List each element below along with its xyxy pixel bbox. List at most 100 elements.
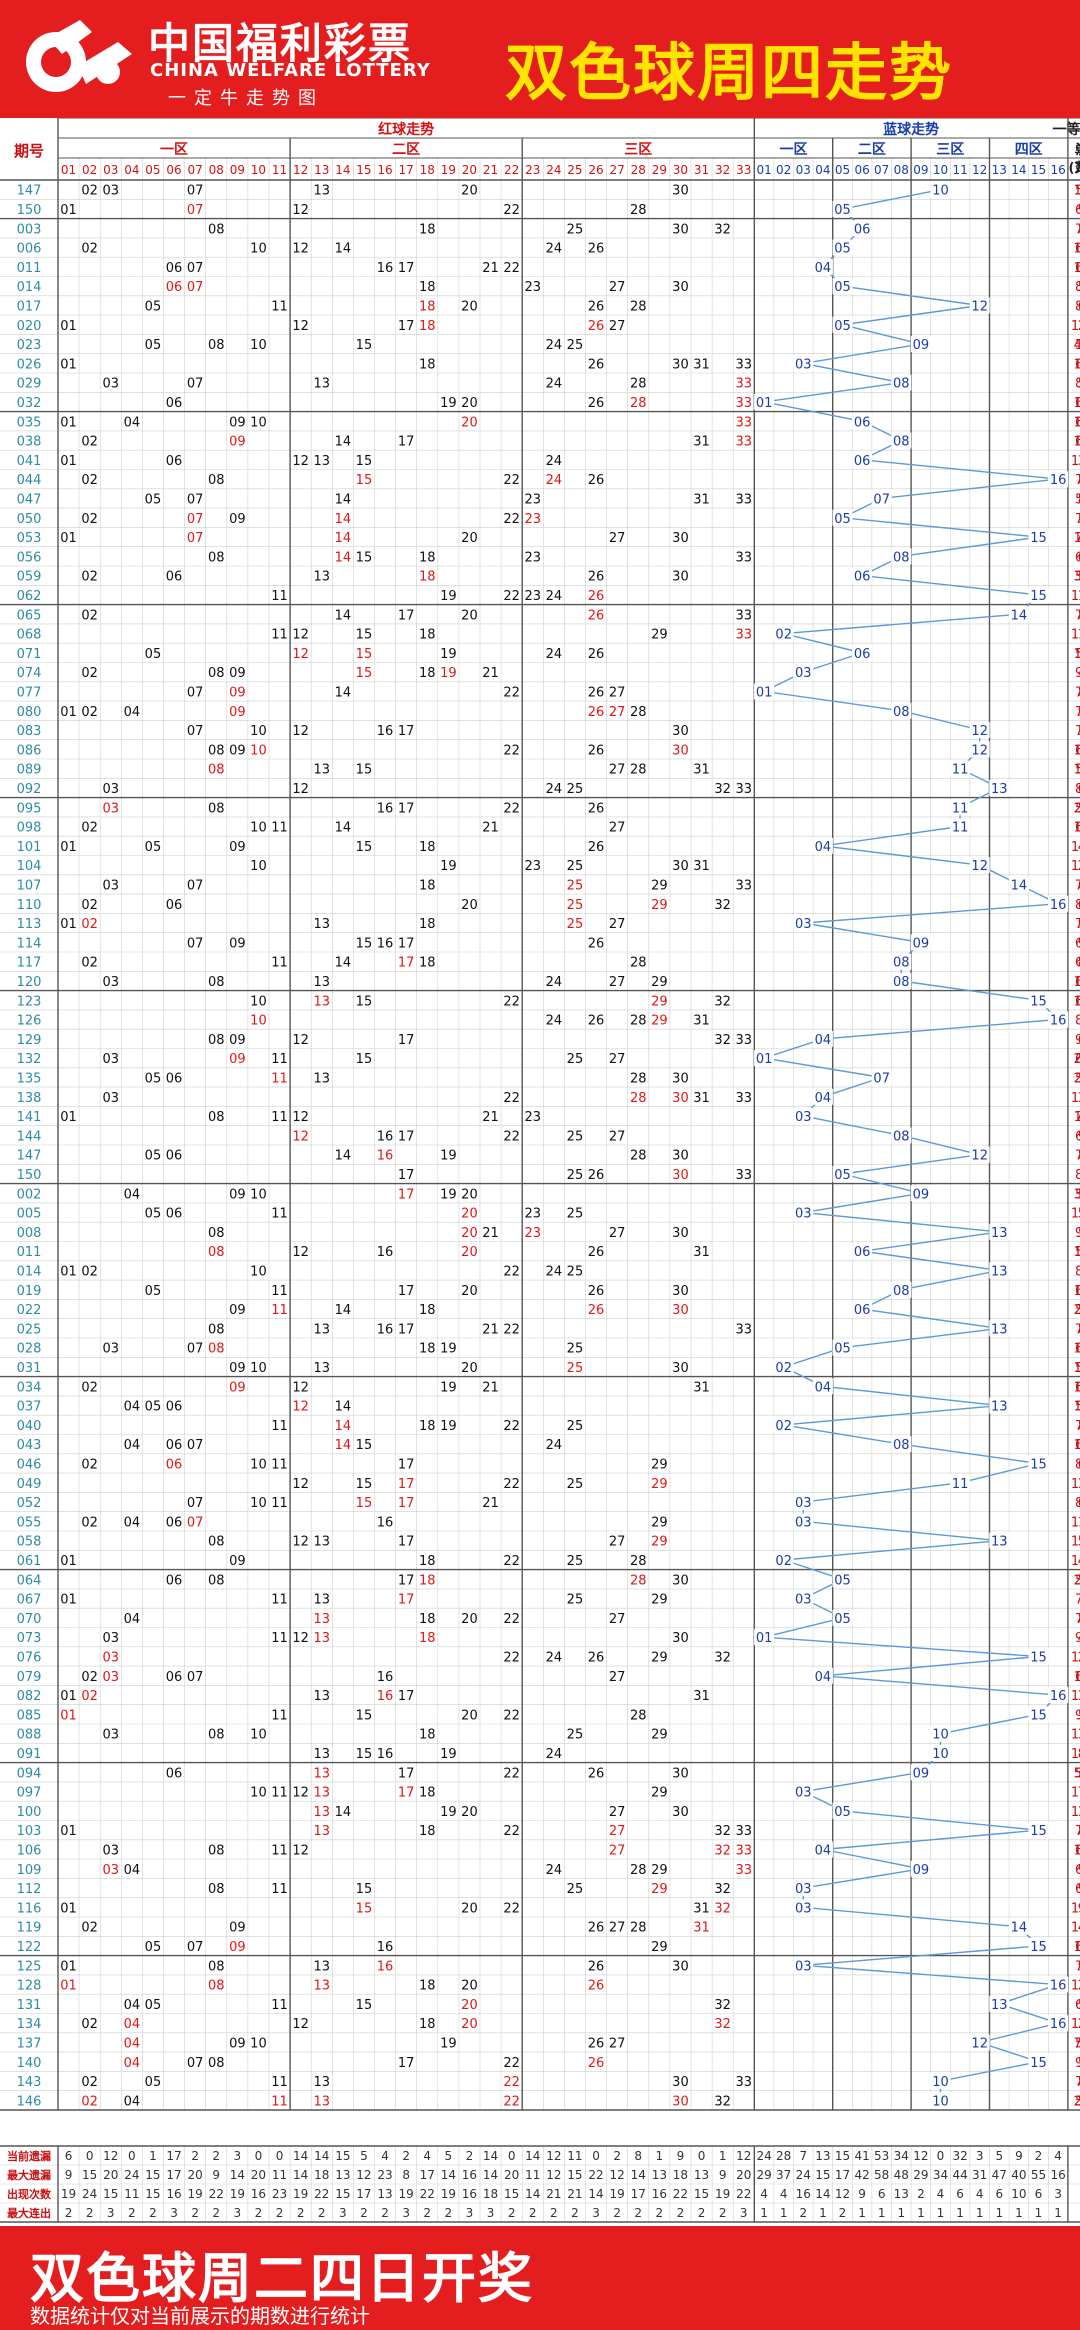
red-ball-number: 24 xyxy=(546,338,563,353)
stat-red-value: 3 xyxy=(234,2149,242,2163)
red-ball-number: 25 xyxy=(567,222,584,237)
blue-ball-bg xyxy=(852,1301,873,1318)
red-ball-number: 29 xyxy=(651,1786,668,1801)
blue-ball-number: 07 xyxy=(873,1071,890,1086)
draw-issue: 006 xyxy=(17,242,42,257)
stat-red-value: 3 xyxy=(402,2206,410,2220)
red-ball-number: 17 xyxy=(398,956,415,971)
prize-amount: 1000 xyxy=(1071,1979,1080,1994)
stat-red-value: 3 xyxy=(170,2206,178,2220)
blue-ball-bg xyxy=(852,644,873,661)
blue-ball-number: 15 xyxy=(1030,2056,1047,2071)
draw-issue: 046 xyxy=(17,1457,42,1472)
stat-red-value: 16 xyxy=(652,2187,667,2201)
red-number-header: 13 xyxy=(314,163,329,177)
prize-count: 5 xyxy=(1078,1708,1080,1723)
stat-blue-value: 6 xyxy=(1035,2187,1043,2201)
prize-count: 2 xyxy=(1078,859,1080,874)
blue-ball-bg xyxy=(793,355,814,372)
blue-ball-number: 15 xyxy=(1030,1708,1047,1723)
prize-count: 30 xyxy=(1074,1187,1080,1202)
red-ball-number: 13 xyxy=(313,377,330,392)
blue-ball-bg xyxy=(989,779,1010,796)
blue-ball-number: 16 xyxy=(1050,1979,1067,1994)
blue-ball-bg xyxy=(950,799,971,816)
prize-amount: 807 xyxy=(1075,1168,1080,1183)
prize-count: 4 xyxy=(1078,1554,1080,1569)
red-ball-number: 03 xyxy=(102,1863,119,1878)
blue-ball-bg xyxy=(891,548,912,565)
red-ball-number: 20 xyxy=(461,1708,478,1723)
red-ball-number: 15 xyxy=(356,628,373,643)
red-ball-number: 28 xyxy=(630,1091,647,1106)
prize-count: 9 xyxy=(1078,203,1080,218)
stat-blue-value: 7 xyxy=(799,2149,807,2163)
blue-ball-number: 05 xyxy=(834,203,851,218)
draw-issue: 034 xyxy=(17,1380,42,1395)
red-ball-number: 32 xyxy=(714,1998,731,2013)
red-ball-number: 21 xyxy=(482,666,499,681)
red-ball-number: 09 xyxy=(229,1921,246,1936)
red-ball-number: 08 xyxy=(208,550,225,565)
red-ball-number: 12 xyxy=(292,628,309,643)
blue-ball-number: 03 xyxy=(795,917,812,932)
red-ball-number: 22 xyxy=(503,685,520,700)
red-ball-number: 07 xyxy=(187,1515,204,1530)
blue-ball-number: 02 xyxy=(775,1554,792,1569)
prize-count: 7 xyxy=(1078,1168,1080,1183)
red-ball-number: 13 xyxy=(313,1631,330,1646)
red-ball-number: 04 xyxy=(124,1187,141,1202)
red-ball-number: 13 xyxy=(313,994,330,1009)
red-ball-number: 14 xyxy=(335,1438,352,1453)
stat-red-value: 4 xyxy=(381,2149,389,2163)
red-ball-number: 15 xyxy=(356,840,373,855)
red-ball-number: 13 xyxy=(313,2094,330,2109)
blue-number-header: 09 xyxy=(913,163,928,177)
prize-amount: 671 xyxy=(1075,936,1080,951)
red-ball-number: 17 xyxy=(398,319,415,334)
stat-red-value: 14 xyxy=(631,2168,646,2182)
blue-ball-number: 08 xyxy=(893,705,910,720)
prize-count: 9 xyxy=(1078,1959,1080,1974)
stat-red-value: 22 xyxy=(420,2187,435,2201)
red-ball-number: 07 xyxy=(187,1438,204,1453)
prize-count: 1 xyxy=(1078,1515,1080,1530)
blue-ball-bg xyxy=(891,1436,912,1453)
prize-amount: 597 xyxy=(1075,647,1080,662)
red-ball-number: 23 xyxy=(524,512,541,527)
red-ball-number: 30 xyxy=(672,1149,689,1164)
blue-ball-bg xyxy=(812,837,833,854)
red-ball-number: 20 xyxy=(461,898,478,913)
blue-ball-number: 04 xyxy=(815,1843,832,1858)
red-ball-number: 22 xyxy=(503,1824,520,1839)
red-ball-number: 11 xyxy=(271,1882,288,1897)
red-ball-number: 11 xyxy=(271,1457,288,1472)
red-ball-number: 25 xyxy=(567,1728,584,1743)
prize-count: 5 xyxy=(1078,724,1080,739)
blue-ball-number: 04 xyxy=(815,840,832,855)
red-ball-number: 09 xyxy=(229,1380,246,1395)
blue-ball-bg xyxy=(891,702,912,719)
blue-ball-number: 03 xyxy=(795,1786,812,1801)
stat-blue-value: 16 xyxy=(1050,2168,1065,2182)
prize-amount: 757 xyxy=(1075,1824,1080,1839)
stat-red-value: 2 xyxy=(255,2206,263,2220)
red-number-header: 15 xyxy=(356,163,371,177)
draw-issue: 123 xyxy=(17,994,42,1009)
stat-red-value: 14 xyxy=(525,2187,540,2201)
red-ball-number: 08 xyxy=(208,473,225,488)
blue-ball-bg xyxy=(832,200,853,217)
prize-count: 8 xyxy=(1078,1419,1080,1434)
blue-ball-bg xyxy=(1048,471,1069,488)
prize-count: 14 xyxy=(1074,994,1080,1009)
draw-issue: 077 xyxy=(17,685,42,700)
red-ball-number: 12 xyxy=(292,1245,309,1260)
draw-issue: 011 xyxy=(17,1245,42,1260)
blue-ball-bg xyxy=(989,1995,1010,2012)
stat-red-value: 18 xyxy=(673,2168,688,2182)
prize-count: 10 xyxy=(1074,1284,1080,1299)
red-ball-number: 08 xyxy=(208,1535,225,1550)
red-ball-number: 13 xyxy=(313,917,330,932)
red-ball-number: 07 xyxy=(187,724,204,739)
red-ball-number: 27 xyxy=(609,1843,626,1858)
